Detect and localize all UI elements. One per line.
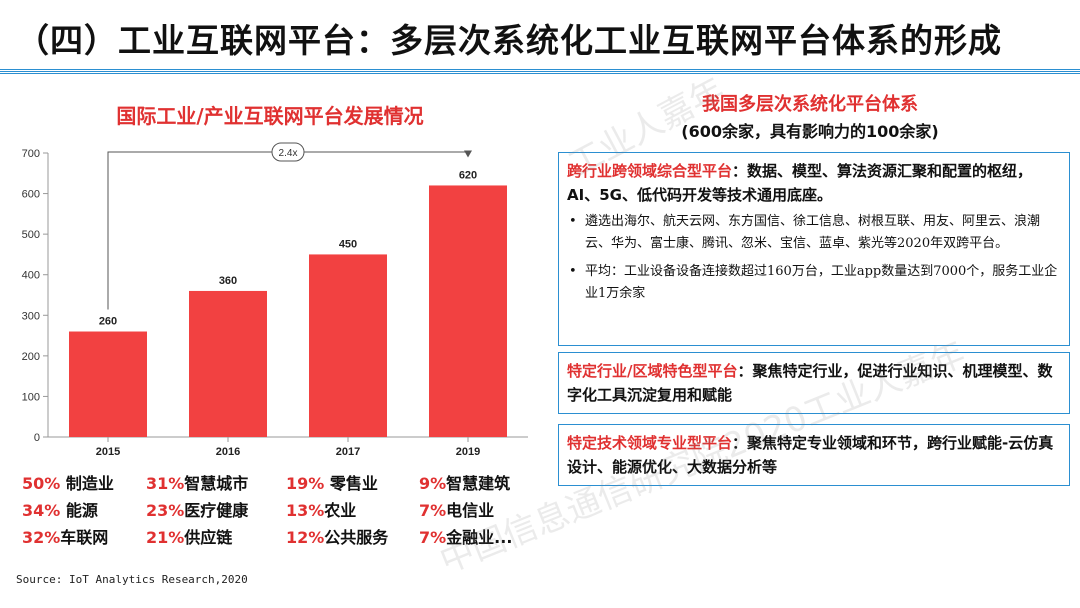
share-label: 金融业... [446, 528, 513, 547]
bar [429, 185, 507, 437]
share-label: 车联网 [60, 528, 109, 547]
y-tick-label: 0 [34, 432, 40, 444]
growth-bracket [107, 151, 469, 310]
x-tick-label: 2017 [336, 446, 360, 458]
industry-share-item: 12%公共服务 [286, 528, 419, 547]
industry-share-item: 32%车联网 [22, 528, 146, 547]
x-tick-label: 2016 [216, 446, 240, 458]
share-percent: 19% [286, 474, 325, 493]
share-percent: 32% [22, 528, 61, 547]
share-label: 供应链 [184, 528, 233, 547]
industry-share-item: 9%智慧建筑 [419, 474, 532, 493]
share-percent: 12% [286, 528, 325, 547]
bullet-item: • 平均：工业设备设备连接数超过160万台，工业app数量达到7000个，服务工业… [567, 261, 1061, 305]
industry-share-item: 50% 制造业 [22, 474, 146, 493]
bullet-mark: • [569, 264, 577, 279]
y-tick-label: 500 [22, 229, 40, 241]
industry-share-item: 7%电信业 [419, 501, 532, 520]
cross-industry-platform-box: 跨行业跨领域综合型平台：数据、模型、算法资源汇聚和配置的枢纽，AI、5G、低代码… [558, 152, 1070, 346]
share-label: 零售业 [324, 474, 378, 493]
share-label: 能源 [60, 501, 98, 520]
industry-share-item: 23%医疗健康 [146, 501, 286, 520]
y-tick-label: 600 [22, 189, 40, 201]
share-label: 智慧城市 [184, 474, 249, 493]
bar-value-label: 260 [99, 316, 117, 328]
share-label: 农业 [324, 501, 357, 520]
bar-chart: 0 100 200 300 400 500 600 700 260 2015 360 2016 450 2… [22, 142, 528, 458]
share-percent: 34% [22, 501, 61, 520]
share-label: 智慧建筑 [446, 474, 511, 493]
platform-system-subtitle: (600余家，具有影响力的100余家) [681, 122, 939, 141]
box-heading: 特定行业/区域特色型平台：聚焦特定行业，促进行业知识、机理模型、数字化工具沉淀复… [567, 359, 1061, 407]
share-label: 电信业 [446, 501, 495, 520]
growth-label: 2.4x [279, 148, 298, 159]
x-tick-label: 2015 [96, 446, 120, 458]
source-note: Source: IoT Analytics Research,2020 [16, 573, 248, 586]
page-title: （四）工业互联网平台：多层次系统化工业互联网平台体系的形成 [16, 21, 1002, 60]
growth-arrowhead [464, 150, 472, 158]
bullet-item: • 遴选出海尔、航天云网、东方国信、徐工信息、树根互联、用友、阿里云、浪潮云、华为… [567, 211, 1061, 255]
share-percent: 23% [146, 501, 185, 520]
industry-share-item: 7%金融业... [419, 528, 532, 547]
share-percent: 50% [22, 474, 61, 493]
share-percent: 7% [419, 528, 447, 547]
bar [69, 331, 147, 437]
y-tick-label: 300 [22, 310, 40, 322]
share-label: 医疗健康 [184, 501, 249, 520]
bar-value-label: 450 [339, 238, 357, 250]
title-divider [0, 68, 1080, 74]
share-percent: 21% [146, 528, 185, 547]
box-heading-text: ：数据、模型、算法资源汇聚和配置的枢纽，AI、5G、低代码开发等技术通用底座。 [567, 162, 1033, 204]
y-tick-label: 700 [22, 148, 40, 160]
bar [309, 254, 387, 437]
share-percent: 31% [146, 474, 185, 493]
platform-system-title: 我国多层次系统化平台体系 [702, 94, 918, 115]
box-heading-highlight: 跨行业跨领域综合型平台 [567, 162, 733, 180]
share-percent: 9% [419, 474, 447, 493]
y-tick-label: 100 [22, 391, 40, 403]
box-heading: 特定技术领域专业型平台：聚焦特定专业领域和环节，跨行业赋能-云仿真设计、能源优化… [567, 431, 1061, 479]
industry-region-platform-box: 特定行业/区域特色型平台：聚焦特定行业，促进行业知识、机理模型、数字化工具沉淀复… [558, 352, 1070, 414]
bullet-list: • 遴选出海尔、航天云网、东方国信、徐工信息、树根互联、用友、阿里云、浪潮云、华为… [567, 211, 1061, 305]
bullet-text: 平均：工业设备设备连接数超过160万台，工业app数量达到7000个，服务工业企… [585, 264, 1058, 301]
box-heading-highlight: 特定行业/区域特色型平台 [567, 362, 738, 380]
technology-domain-platform-box: 特定技术领域专业型平台：聚焦特定专业领域和环节，跨行业赋能-云仿真设计、能源优化… [558, 424, 1070, 486]
industry-share-item: 13%农业 [286, 501, 419, 520]
bar-value-label: 620 [459, 169, 477, 181]
box-heading: 跨行业跨领域综合型平台：数据、模型、算法资源汇聚和配置的枢纽，AI、5G、低代码… [567, 159, 1061, 207]
industry-share-item: 19% 零售业 [286, 474, 419, 493]
y-tick-label: 200 [22, 351, 40, 363]
box-heading-text: ：聚焦特定行业，促进行业知识、机理模型、数字化工具沉淀复用和赋能 [567, 362, 1053, 404]
bullet-text: 遴选出海尔、航天云网、东方国信、徐工信息、树根互联、用友、阿里云、浪潮云、华为、… [585, 214, 1041, 251]
x-tick-label: 2019 [456, 446, 480, 458]
bullet-mark: • [569, 214, 577, 229]
chart-title: 国际工业/产业互联网平台发展情况 [116, 104, 424, 128]
growth-badge [271, 142, 305, 162]
share-percent: 7% [419, 501, 447, 520]
share-label: 公共服务 [324, 528, 389, 547]
industry-share-item: 34% 能源 [22, 501, 146, 520]
industry-share-grid: 50% 制造业 31%智慧城市 19% 零售业 9%智慧建筑 34% 能源 23… [22, 474, 532, 547]
y-tick-label: 400 [22, 270, 40, 282]
bar [189, 290, 267, 437]
bar-value-label: 360 [219, 275, 237, 287]
industry-share-item: 31%智慧城市 [146, 474, 286, 493]
share-percent: 13% [286, 501, 325, 520]
industry-share-item: 21%供应链 [146, 528, 286, 547]
box-heading-text: ：聚焦特定专业领域和环节，跨行业赋能-云仿真设计、能源优化、大数据分析等 [567, 434, 1054, 476]
box-heading-highlight: 特定技术领域专业型平台 [567, 434, 733, 452]
share-label: 制造业 [60, 474, 114, 493]
